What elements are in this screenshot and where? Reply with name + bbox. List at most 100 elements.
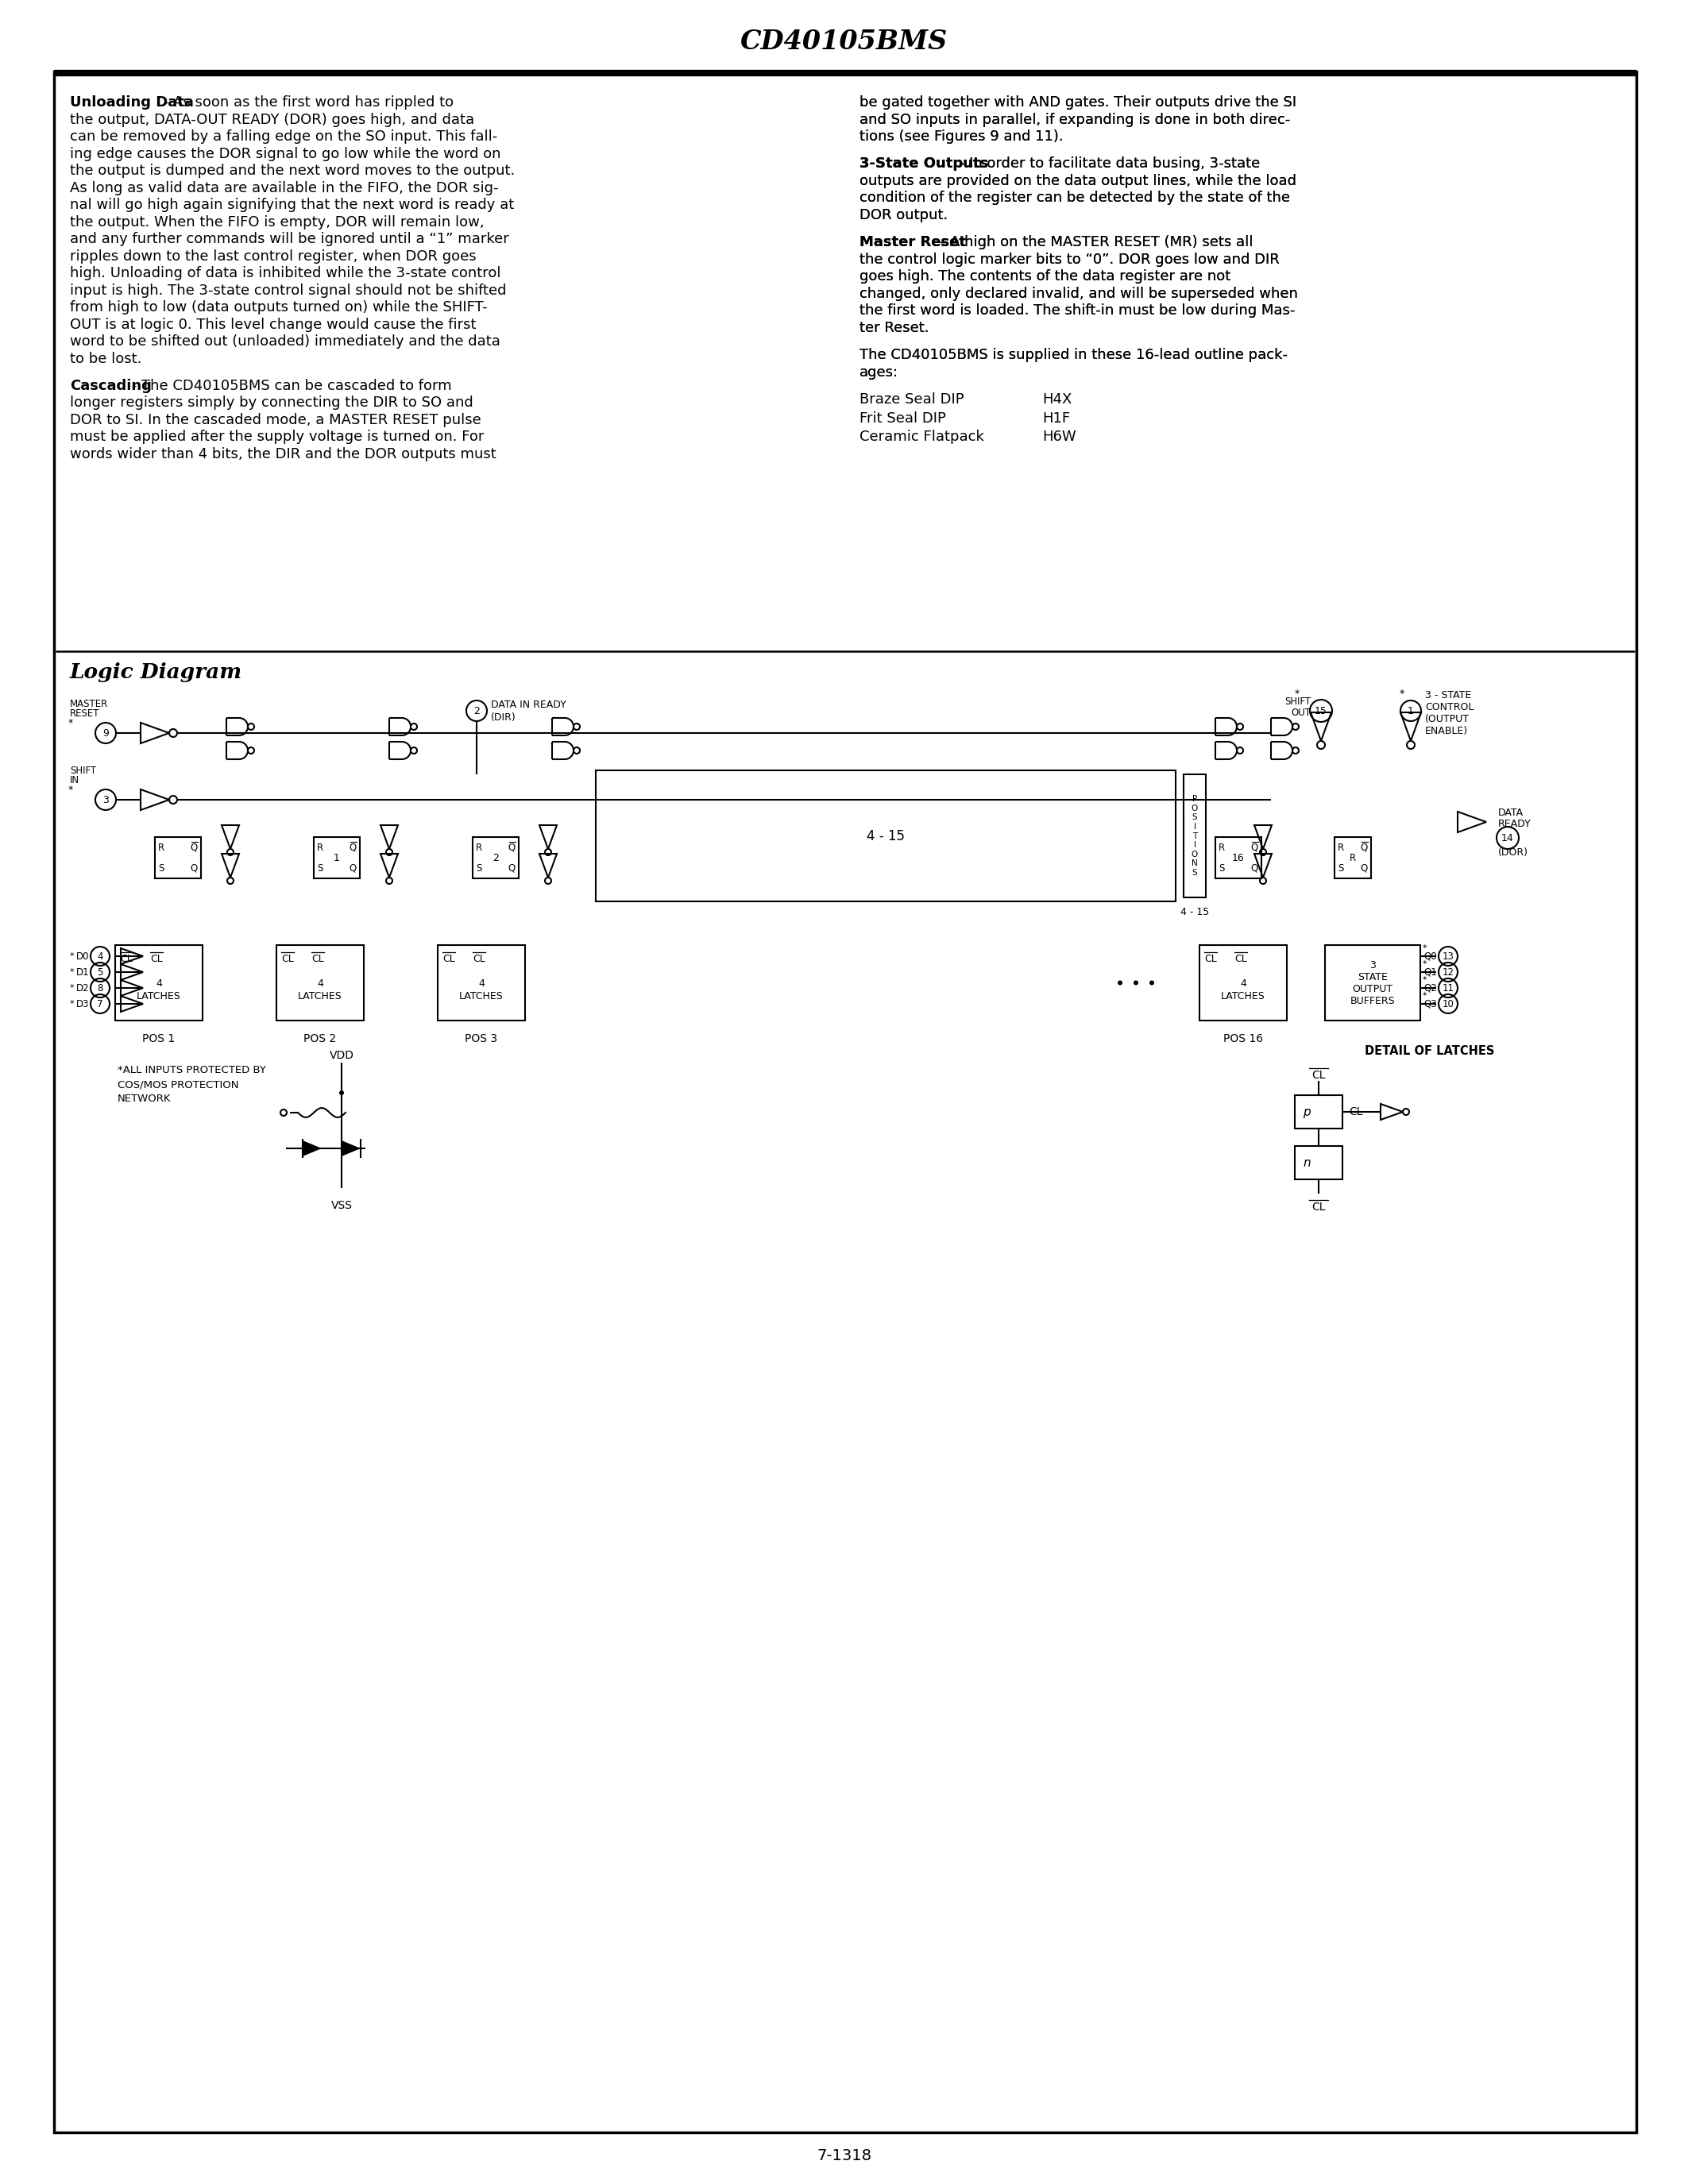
Text: 4: 4 [478, 978, 484, 989]
Text: p: p [1303, 1105, 1310, 1118]
Text: DETAIL OF LATCHES: DETAIL OF LATCHES [1366, 1046, 1496, 1057]
Text: the first word is loaded. The shift-in must be low during Mas-: the first word is loaded. The shift-in m… [859, 304, 1295, 319]
Text: CL: CL [150, 954, 162, 963]
Polygon shape [341, 1140, 361, 1155]
Text: 15: 15 [1315, 705, 1327, 716]
Text: *: * [1399, 688, 1404, 699]
Text: CL: CL [282, 954, 294, 963]
Text: condition of the register can be detected by the state of the: condition of the register can be detecte… [859, 190, 1290, 205]
Text: LATCHES: LATCHES [1220, 992, 1266, 1000]
Text: LATCHES: LATCHES [137, 992, 181, 1000]
Text: *: * [1423, 992, 1426, 1000]
Text: DATA IN READY: DATA IN READY [491, 699, 565, 710]
Text: Q: Q [349, 863, 356, 874]
Text: CL: CL [442, 954, 456, 963]
Text: from high to low (data outputs turned on) while the SHIFT-: from high to low (data outputs turned on… [69, 299, 488, 314]
Text: 2: 2 [473, 705, 479, 716]
Text: ages:: ages: [859, 365, 898, 380]
Text: CL: CL [1204, 954, 1217, 963]
Text: the output, DATA-OUT READY (DOR) goes high, and data: the output, DATA-OUT READY (DOR) goes hi… [69, 111, 474, 127]
Text: word to be shifted out (unloaded) immediately and the data: word to be shifted out (unloaded) immedi… [69, 334, 500, 349]
Text: 5: 5 [98, 968, 103, 976]
Text: *: * [69, 985, 74, 992]
Text: CONTROL: CONTROL [1425, 701, 1474, 712]
Text: LATCHES: LATCHES [459, 992, 503, 1000]
Text: 3: 3 [103, 795, 108, 806]
Text: R: R [1219, 843, 1225, 852]
Text: 1: 1 [334, 852, 339, 863]
Text: P
O
S
I
T
I
O
N
S: P O S I T I O N S [1192, 795, 1198, 876]
Text: (DOR): (DOR) [1499, 847, 1528, 858]
Text: ter Reset.: ter Reset. [859, 321, 928, 334]
Text: R: R [317, 843, 324, 852]
Text: *: * [1423, 976, 1426, 985]
Text: As long as valid data are available in the FIFO, the DOR sig-: As long as valid data are available in t… [69, 181, 498, 194]
Circle shape [339, 1090, 344, 1094]
Text: *: * [69, 968, 74, 976]
Text: Braze Seal DIP: Braze Seal DIP [859, 393, 964, 406]
Text: 4: 4 [1241, 978, 1246, 989]
Text: CL: CL [1349, 1107, 1362, 1118]
Text: be gated together with AND gates. Their outputs drive the SI: be gated together with AND gates. Their … [859, 96, 1296, 109]
Bar [1295, 1147, 1342, 1179]
Text: outputs are provided on the data output lines, while the load: outputs are provided on the data output … [859, 175, 1296, 188]
Text: the first word is loaded. The shift-in must be low during Mas-: the first word is loaded. The shift-in m… [859, 304, 1295, 319]
Text: DOR output.: DOR output. [859, 207, 949, 223]
Text: POS 16: POS 16 [1224, 1033, 1263, 1044]
Bar [473, 836, 518, 878]
Text: *: * [1423, 943, 1426, 952]
Text: be gated together with AND gates. Their outputs drive the SI: be gated together with AND gates. Their … [859, 96, 1296, 109]
Text: OUT: OUT [1291, 708, 1310, 719]
Text: The CD40105BMS is supplied in these 16-lead outline pack-: The CD40105BMS is supplied in these 16-l… [859, 347, 1288, 363]
Bar [1215, 836, 1261, 878]
Text: *: * [68, 719, 73, 727]
Text: VSS: VSS [331, 1199, 353, 1212]
Text: the control logic marker bits to “0”. DOR goes low and DIR: the control logic marker bits to “0”. DO… [859, 253, 1280, 266]
Text: ENABLE): ENABLE) [1425, 725, 1469, 736]
Text: CL: CL [1312, 1070, 1325, 1081]
Text: the control logic marker bits to “0”. DOR goes low and DIR: the control logic marker bits to “0”. DO… [859, 253, 1280, 266]
Text: H1F: H1F [1041, 411, 1070, 426]
Text: S: S [159, 863, 164, 874]
Text: CL: CL [473, 954, 484, 963]
Text: D0: D0 [76, 950, 89, 961]
Text: 9: 9 [103, 727, 108, 738]
Text: R: R [1337, 843, 1344, 852]
Text: 4 - 15: 4 - 15 [866, 828, 905, 843]
Text: S: S [317, 863, 322, 874]
Text: S: S [476, 863, 481, 874]
Text: SHIFT: SHIFT [1285, 697, 1310, 705]
Text: tions (see Figures 9 and 11).: tions (see Figures 9 and 11). [859, 129, 1063, 144]
Text: changed, only declared invalid, and will be superseded when: changed, only declared invalid, and will… [859, 286, 1298, 301]
Text: D2: D2 [76, 983, 89, 994]
Text: ter Reset.: ter Reset. [859, 321, 928, 334]
Text: D1: D1 [76, 968, 89, 976]
Text: Q: Q [191, 863, 197, 874]
Bar [277, 946, 365, 1020]
Text: DOR output.: DOR output. [859, 207, 949, 223]
Text: 4: 4 [155, 978, 162, 989]
Text: Q3: Q3 [1423, 998, 1436, 1009]
Text: *: * [1295, 688, 1300, 699]
Text: OUTPUT: OUTPUT [1352, 983, 1393, 994]
Text: CL: CL [312, 954, 324, 963]
Text: - A high on the MASTER RESET (MR) sets all: - A high on the MASTER RESET (MR) sets a… [935, 236, 1252, 249]
Bar [1183, 775, 1205, 898]
Text: H4X: H4X [1041, 393, 1072, 406]
Text: IN: IN [69, 775, 79, 786]
Text: 4: 4 [317, 978, 324, 989]
Bar [1325, 946, 1420, 1020]
Text: input is high. The 3-state control signal should not be shifted: input is high. The 3-state control signa… [69, 284, 506, 297]
Text: S: S [1219, 863, 1224, 874]
Text: *ALL INPUTS PROTECTED BY: *ALL INPUTS PROTECTED BY [118, 1066, 267, 1075]
Text: DATA: DATA [1499, 808, 1524, 817]
Bar [314, 836, 360, 878]
Text: Q2: Q2 [1423, 983, 1436, 994]
Circle shape [1134, 981, 1138, 985]
Text: 16: 16 [1232, 852, 1244, 863]
Text: Q: Q [191, 843, 197, 852]
Text: Frit Seal DIP: Frit Seal DIP [859, 411, 945, 426]
Text: SHIFT: SHIFT [69, 767, 96, 775]
Bar [155, 836, 201, 878]
Text: 7-1318: 7-1318 [817, 2149, 871, 2164]
